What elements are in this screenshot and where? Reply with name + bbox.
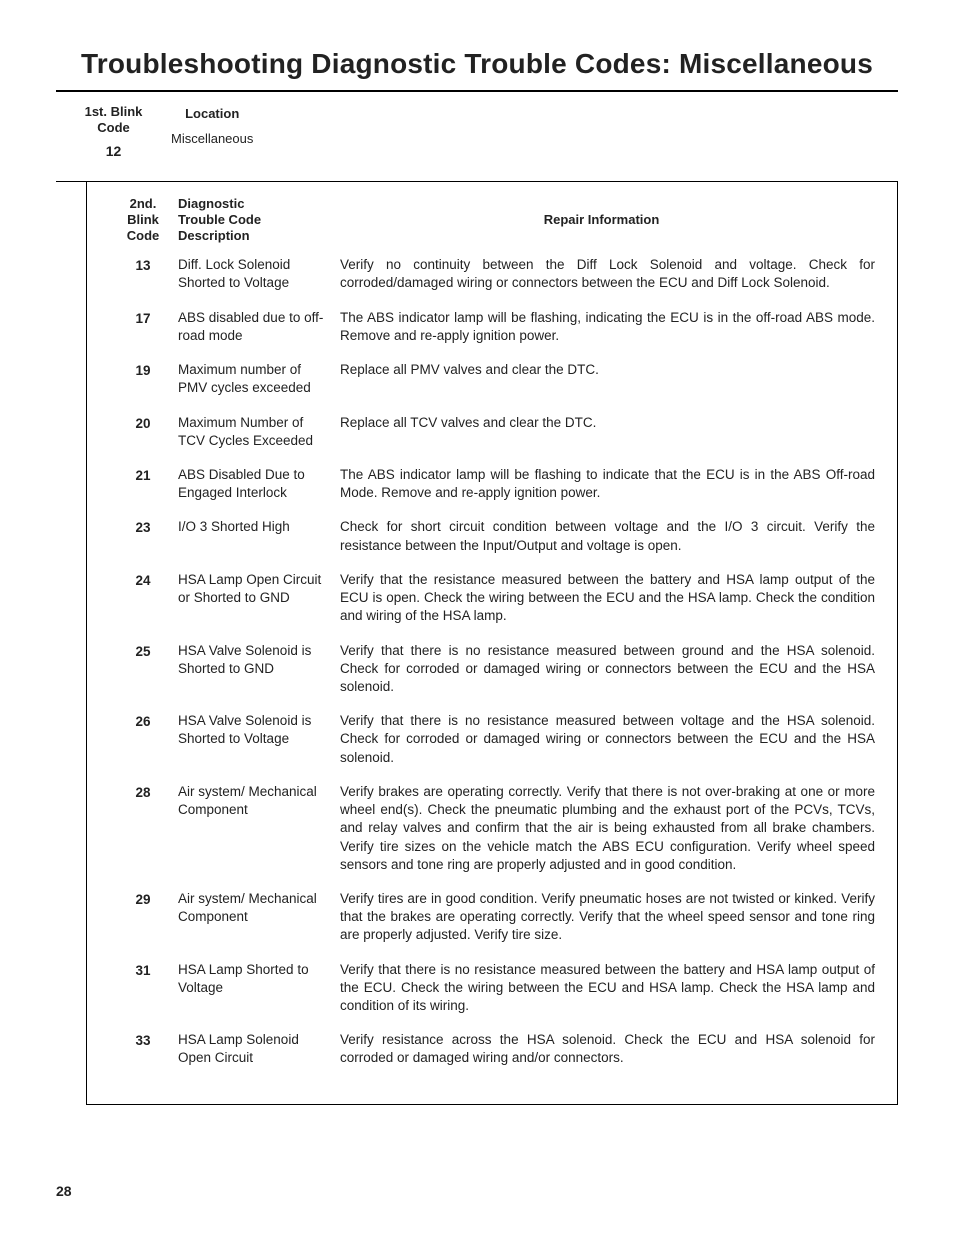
- row-repair: Replace all TCV valves and clear the DTC…: [340, 414, 875, 432]
- row-repair: Verify that the resistance measured betw…: [340, 571, 875, 626]
- page-title: Troubleshooting Diagnostic Trouble Codes…: [56, 48, 898, 80]
- row-repair: The ABS indicator lamp will be flashing …: [340, 466, 875, 502]
- header-repair-info: Repair Information: [328, 212, 875, 227]
- row-repair: Verify resistance across the HSA solenoi…: [340, 1031, 875, 1067]
- table-row: 31HSA Lamp Shorted to VoltageVerify that…: [108, 961, 875, 1016]
- location-column: Location Miscellaneous: [171, 104, 253, 146]
- row-code: 24: [108, 571, 178, 590]
- first-blink-header: 1st. Blink Code 12 Location Miscellaneou…: [56, 92, 898, 182]
- header-dtc-description: Diagnostic Trouble Code Description: [178, 196, 328, 245]
- first-blink-label-line2: Code: [97, 120, 130, 135]
- row-description: HSA Lamp Solenoid Open Circuit: [178, 1031, 340, 1067]
- diagnostic-rows: 13Diff. Lock Solenoid Shorted to Voltage…: [108, 256, 875, 1067]
- row-description: Air system/ Mechanical Component: [178, 890, 340, 926]
- header-2nd-blink-code: 2nd. Blink Code: [108, 196, 178, 245]
- table-row: 25HSA Valve Solenoid is Shorted to GNDVe…: [108, 642, 875, 697]
- row-repair: Replace all PMV valves and clear the DTC…: [340, 361, 875, 379]
- row-description: Air system/ Mechanical Component: [178, 783, 340, 819]
- table-row: 17ABS disabled due to off-road modeThe A…: [108, 309, 875, 345]
- table-row: 26HSA Valve Solenoid is Shorted to Volta…: [108, 712, 875, 767]
- diagnostic-table: 2nd. Blink Code Diagnostic Trouble Code …: [86, 182, 898, 1105]
- row-repair: Verify that there is no resistance measu…: [340, 961, 875, 1016]
- row-description: HSA Valve Solenoid is Shorted to GND: [178, 642, 340, 678]
- row-code: 29: [108, 890, 178, 909]
- row-code: 25: [108, 642, 178, 661]
- page-number: 28: [56, 1183, 72, 1199]
- table-row: 33HSA Lamp Solenoid Open CircuitVerify r…: [108, 1031, 875, 1067]
- row-code: 28: [108, 783, 178, 802]
- row-repair: Verify brakes are operating correctly. V…: [340, 783, 875, 874]
- diagnostic-table-wrap: 2nd. Blink Code Diagnostic Trouble Code …: [56, 182, 898, 1105]
- row-description: HSA Valve Solenoid is Shorted to Voltage: [178, 712, 340, 748]
- table-row: 29Air system/ Mechanical ComponentVerify…: [108, 890, 875, 945]
- table-row: 19Maximum number of PMV cycles exceededR…: [108, 361, 875, 397]
- row-description: Maximum Number of TCV Cycles Exceeded: [178, 414, 340, 450]
- row-code: 23: [108, 518, 178, 537]
- first-blink-value: 12: [56, 143, 171, 159]
- table-row: 21ABS Disabled Due to Engaged InterlockT…: [108, 466, 875, 502]
- row-repair: Verify that there is no resistance measu…: [340, 642, 875, 697]
- row-description: ABS disabled due to off-road mode: [178, 309, 340, 345]
- row-repair: Check for short circuit condition betwee…: [340, 518, 875, 554]
- row-repair: Verify no continuity between the Diff Lo…: [340, 256, 875, 292]
- row-code: 19: [108, 361, 178, 380]
- table-row: 28Air system/ Mechanical ComponentVerify…: [108, 783, 875, 874]
- row-repair: Verify that there is no resistance measu…: [340, 712, 875, 767]
- row-code: 17: [108, 309, 178, 328]
- row-code: 31: [108, 961, 178, 980]
- row-description: HSA Lamp Open Circuit or Shorted to GND: [178, 571, 340, 607]
- location-value: Miscellaneous: [171, 131, 253, 146]
- table-row: 24HSA Lamp Open Circuit or Shorted to GN…: [108, 571, 875, 626]
- table-row: 20Maximum Number of TCV Cycles ExceededR…: [108, 414, 875, 450]
- first-blink-code-column: 1st. Blink Code 12: [56, 104, 171, 159]
- row-code: 21: [108, 466, 178, 485]
- row-repair: The ABS indicator lamp will be flashing,…: [340, 309, 875, 345]
- table-row: 23I/O 3 Shorted HighCheck for short circ…: [108, 518, 875, 554]
- row-description: ABS Disabled Due to Engaged Interlock: [178, 466, 340, 502]
- row-description: Diff. Lock Solenoid Shorted to Voltage: [178, 256, 340, 292]
- row-repair: Verify tires are in good condition. Veri…: [340, 890, 875, 945]
- row-code: 26: [108, 712, 178, 731]
- row-code: 13: [108, 256, 178, 275]
- diagnostic-table-header: 2nd. Blink Code Diagnostic Trouble Code …: [108, 196, 875, 245]
- location-label: Location: [171, 106, 253, 121]
- page: Troubleshooting Diagnostic Trouble Codes…: [0, 0, 954, 1235]
- row-code: 33: [108, 1031, 178, 1050]
- table-row: 13Diff. Lock Solenoid Shorted to Voltage…: [108, 256, 875, 292]
- row-description: I/O 3 Shorted High: [178, 518, 340, 536]
- first-blink-label-line1: 1st. Blink: [85, 104, 143, 119]
- row-description: HSA Lamp Shorted to Voltage: [178, 961, 340, 997]
- row-description: Maximum number of PMV cycles exceeded: [178, 361, 340, 397]
- row-code: 20: [108, 414, 178, 433]
